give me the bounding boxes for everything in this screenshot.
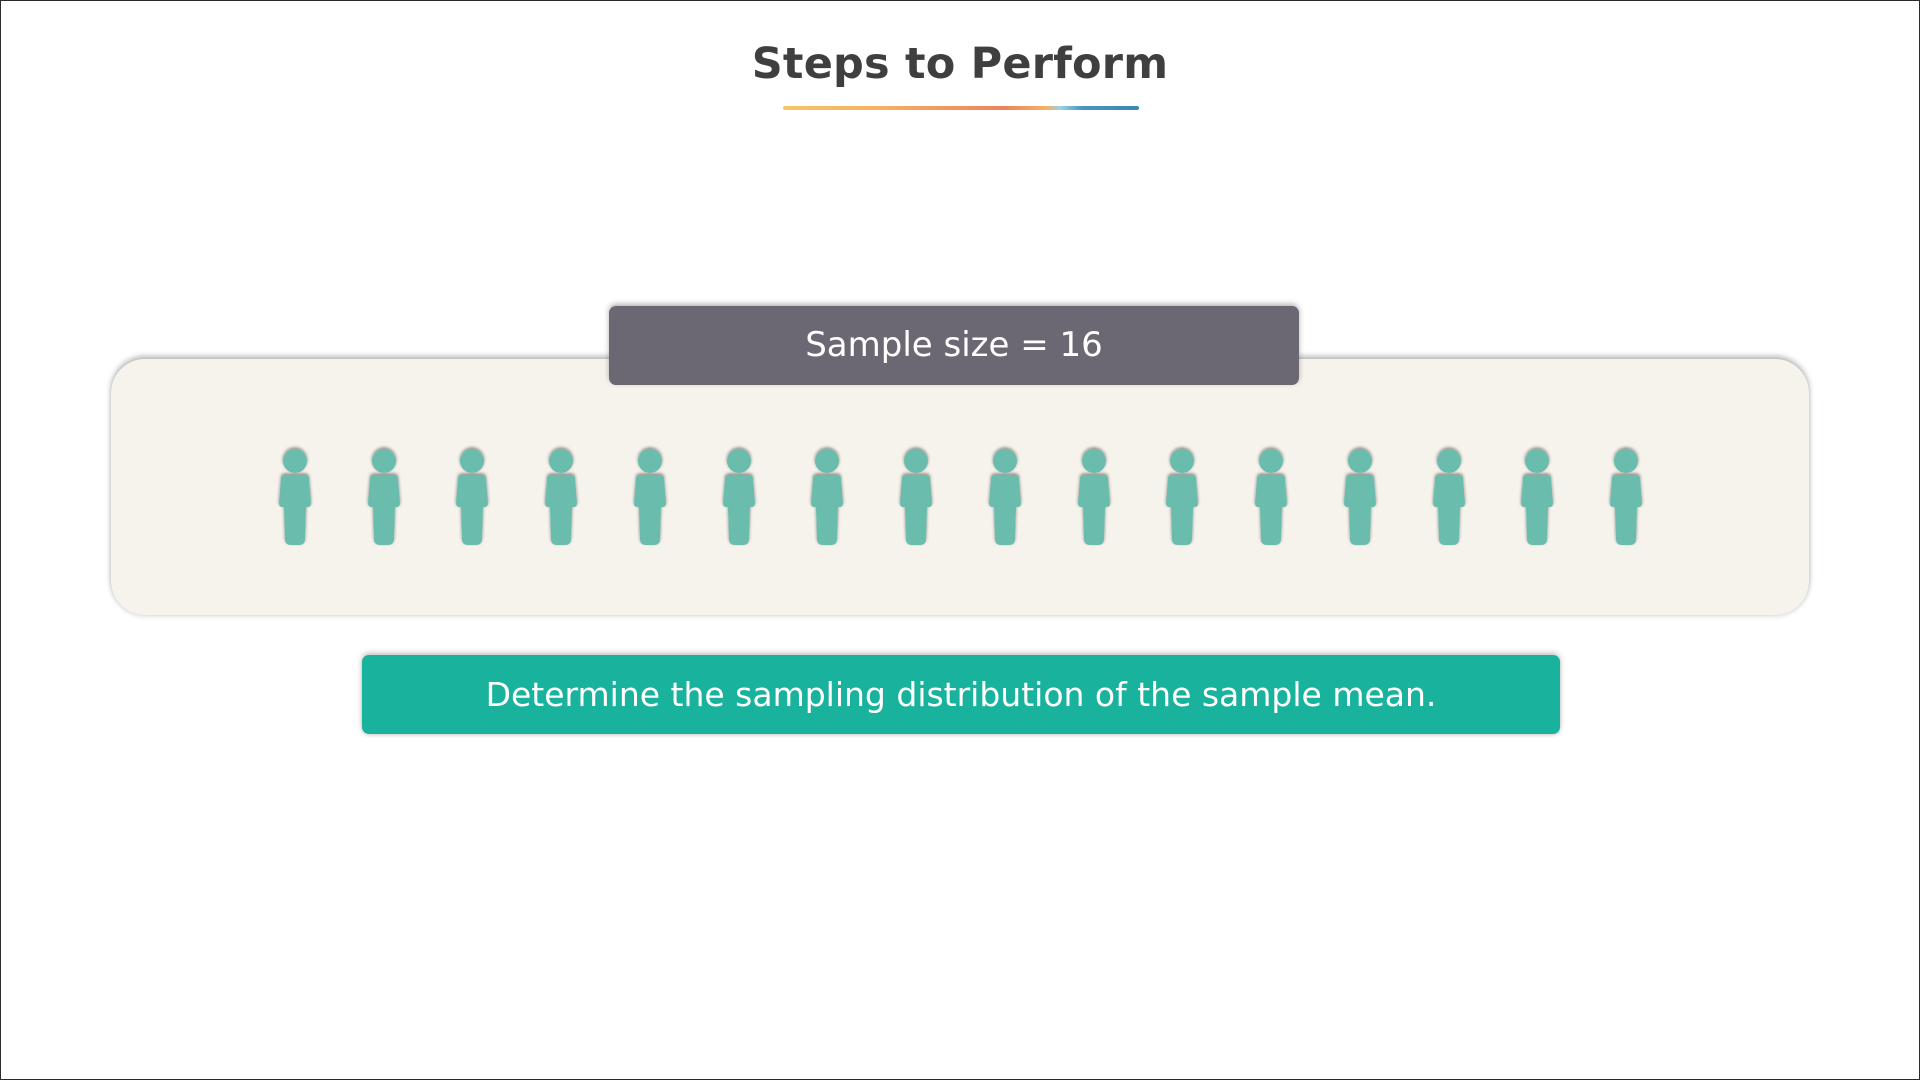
person-icon: [364, 445, 404, 547]
person-icon: [1251, 445, 1291, 547]
person-icon: [275, 445, 315, 547]
person-icon: [541, 445, 581, 547]
person-icon: [896, 445, 936, 547]
person-icon: [719, 445, 759, 547]
person-icon: [1340, 445, 1380, 547]
page-title: Steps to Perform: [751, 39, 1169, 89]
person-icon: [985, 445, 1025, 547]
sample-size-label: Sample size = 16: [609, 306, 1299, 385]
person-icon: [1074, 445, 1114, 547]
person-icon: [1517, 445, 1557, 547]
person-icon: [1162, 445, 1202, 547]
person-icon: [1429, 445, 1469, 547]
person-icon: [807, 445, 847, 547]
person-icon: [452, 445, 492, 547]
title-underline: [783, 106, 1139, 110]
person-icon: [1606, 445, 1646, 547]
task-banner: Determine the sampling distribution of t…: [362, 655, 1560, 734]
person-icon: [630, 445, 670, 547]
